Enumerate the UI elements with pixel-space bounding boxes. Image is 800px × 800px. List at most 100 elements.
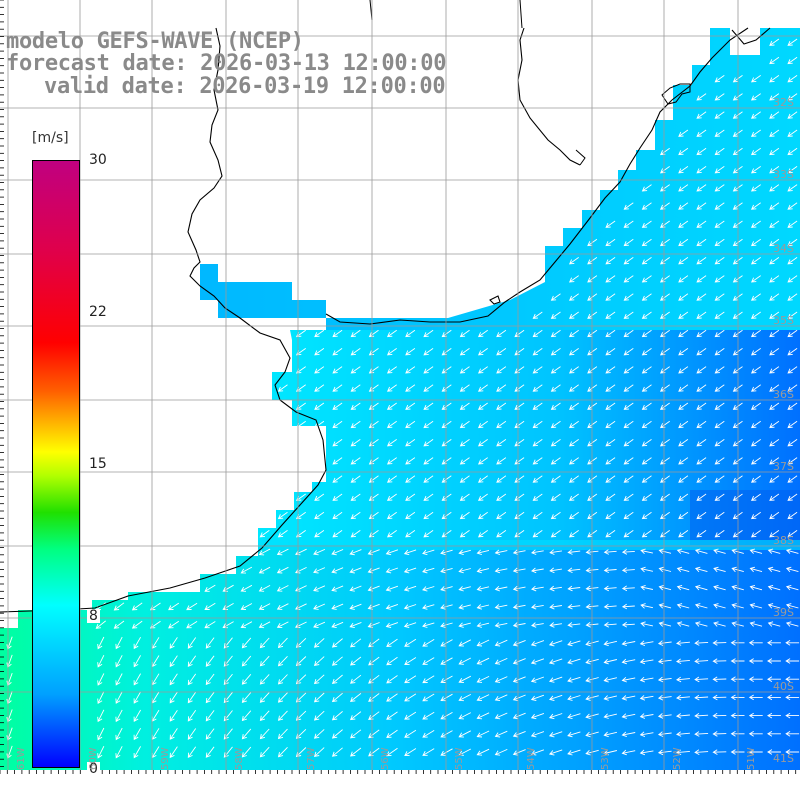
wind-arrow	[678, 166, 689, 174]
wind-arrow	[477, 475, 488, 483]
wind-arrow	[403, 622, 417, 628]
wind-arrow	[496, 493, 507, 501]
wind-arrow	[405, 475, 416, 483]
wind-arrow	[567, 695, 581, 701]
wind-arrow	[423, 457, 434, 465]
wind-arrow	[496, 439, 507, 447]
wind-arrow	[585, 731, 599, 738]
wind-arrow	[115, 636, 123, 650]
wind-arrow	[748, 731, 763, 737]
wind-arrow	[259, 637, 270, 649]
wind-arrow	[748, 640, 763, 646]
wind-arrow	[476, 549, 490, 556]
wind-arrow	[404, 675, 417, 684]
wind-arrow	[587, 311, 598, 319]
wind-arrow	[441, 457, 452, 465]
wind-arrow	[313, 747, 325, 757]
wind-arrow	[386, 656, 398, 666]
wind-arrow	[441, 402, 452, 410]
wind-arrow	[769, 348, 780, 356]
wind-arrow	[423, 348, 434, 356]
wind-arrow	[639, 658, 654, 665]
wind-arrow	[587, 457, 598, 465]
latitude-label: 33S	[773, 168, 794, 181]
wind-arrow	[115, 727, 123, 741]
wind-arrow	[97, 745, 105, 759]
wind-arrow	[187, 746, 197, 759]
wind-arrow	[386, 348, 397, 356]
wind-arrow	[769, 184, 780, 192]
wind-arrow	[787, 75, 798, 83]
wind-arrow	[769, 38, 780, 46]
wind-arrow	[240, 584, 253, 592]
wind-arrow	[550, 439, 561, 447]
wind-arrow	[585, 549, 599, 555]
wind-arrow	[787, 530, 798, 538]
wind-arrow	[512, 658, 526, 665]
wind-arrow	[696, 166, 707, 174]
wind-arrow	[440, 693, 453, 702]
wind-arrow	[331, 692, 343, 703]
wind-arrow	[313, 638, 325, 648]
wind-arrow	[512, 749, 526, 756]
wind-arrow	[548, 749, 563, 756]
wind-arrow	[259, 728, 270, 740]
wind-arrow	[694, 621, 708, 627]
wind-arrow	[115, 691, 123, 704]
wind-arrow	[657, 731, 672, 737]
wind-arrow	[605, 275, 616, 283]
ocean-south	[0, 545, 800, 770]
wind-arrow	[532, 457, 543, 465]
wind-arrow	[785, 658, 800, 664]
wind-arrow	[785, 548, 799, 554]
wind-arrow	[385, 622, 399, 628]
wind-arrow	[476, 675, 490, 683]
wind-arrow	[769, 111, 780, 119]
wind-arrow	[496, 384, 507, 392]
wind-arrow	[769, 475, 780, 483]
wind-arrow	[331, 567, 344, 574]
wind-arrow	[712, 749, 727, 755]
wind-arrow	[750, 511, 761, 520]
wind-arrow	[641, 402, 652, 410]
wind-arrow	[713, 584, 726, 591]
wind-arrow	[585, 622, 599, 628]
wind-arrow	[587, 329, 598, 338]
wind-arrow	[787, 111, 798, 119]
wind-arrow	[623, 384, 634, 392]
wind-arrow	[605, 238, 616, 247]
wind-arrow	[585, 585, 599, 592]
wind-arrow	[623, 220, 634, 228]
wind-arrow	[696, 402, 707, 410]
wind-arrow	[676, 621, 690, 627]
wind-arrow	[641, 238, 652, 247]
wind-arrow	[787, 238, 798, 247]
wind-arrow	[331, 621, 344, 629]
wind-arrow	[696, 111, 707, 119]
wind-arrow	[423, 420, 434, 429]
wind-arrow	[714, 530, 725, 538]
wind-arrow	[496, 530, 507, 538]
wind-arrow	[549, 603, 562, 610]
wind-arrow	[696, 511, 707, 520]
wind-arrow	[641, 184, 652, 192]
wind-arrow	[350, 711, 362, 721]
wind-arrow	[386, 475, 397, 483]
wind-arrow	[587, 493, 598, 501]
wind-arrow	[386, 711, 398, 720]
wind-arrow	[332, 420, 343, 429]
wind-arrow	[368, 384, 379, 392]
wind-arrow	[205, 746, 215, 758]
wind-arrow	[713, 603, 726, 609]
wind-arrow	[658, 566, 672, 573]
wind-arrow	[240, 621, 253, 629]
wind-arrow	[605, 257, 616, 265]
wind-arrow	[349, 621, 362, 629]
wind-arrow	[459, 366, 470, 374]
wind-arrow	[676, 694, 690, 701]
wind-arrow	[605, 511, 616, 520]
wind-arrow	[422, 622, 435, 628]
wind-arrow	[367, 549, 380, 556]
wind-arrow	[97, 636, 105, 650]
wind-arrow	[769, 129, 780, 137]
